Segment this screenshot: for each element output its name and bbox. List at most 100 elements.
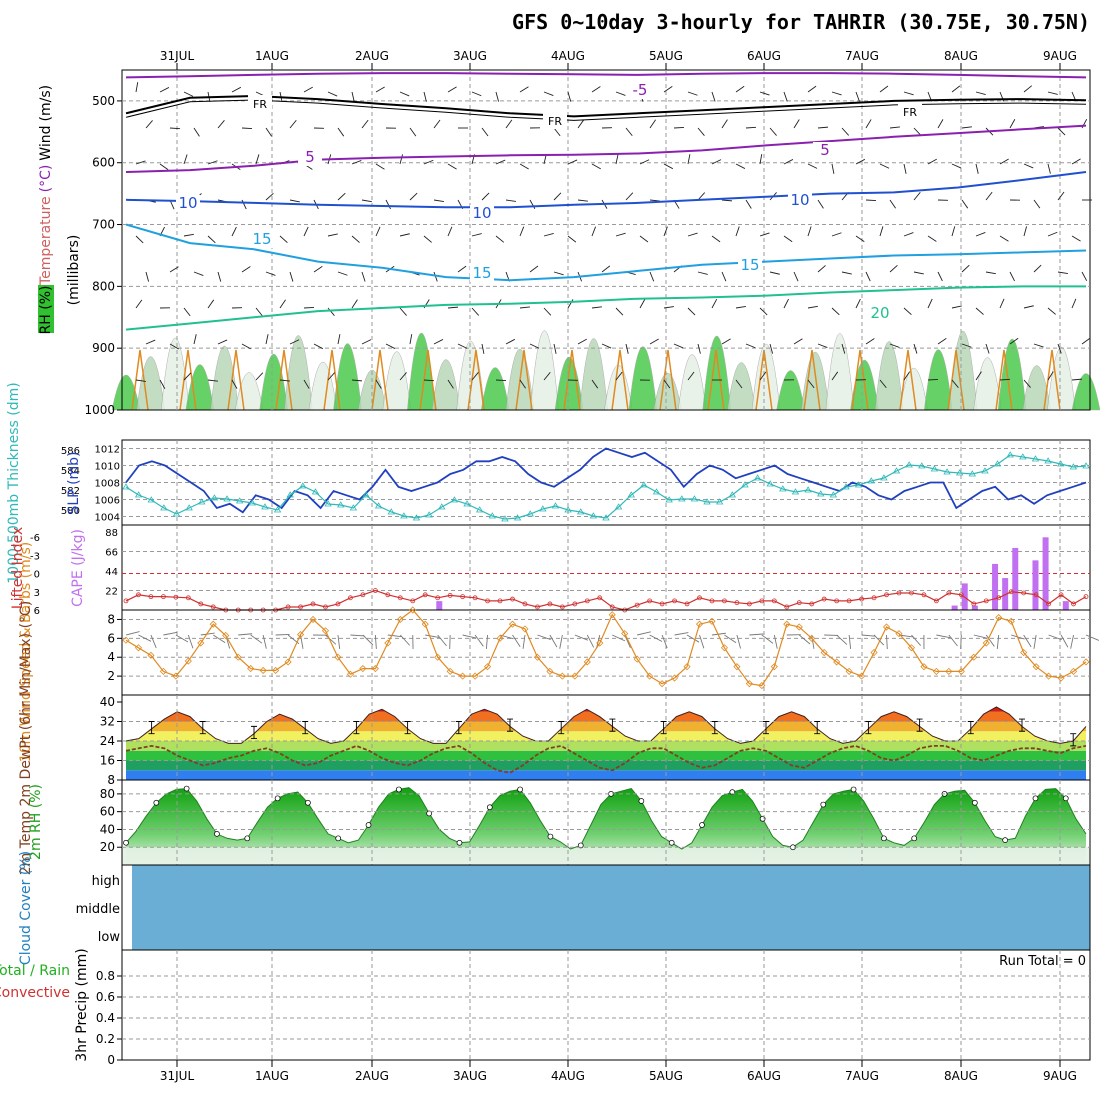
- wind-barb-1-6: [290, 120, 296, 128]
- wind-barb-1-2: [194, 128, 199, 136]
- wind-barb-0-32: [904, 92, 914, 95]
- surface-barb-9: [238, 634, 252, 635]
- wind-barb-1-21: [650, 120, 656, 128]
- rh-cell-4: [210, 346, 238, 410]
- surface-barb-46: [700, 635, 704, 648]
- surface-barb-72: [1024, 635, 1031, 647]
- wind-barb-1-9: [362, 120, 368, 128]
- cape-tick-3: 88: [105, 528, 118, 539]
- lifted-tick-3: 3: [34, 588, 40, 599]
- wind-barb-1-17: [554, 128, 560, 136]
- date-bottom-label-7: 7AUG: [845, 1069, 879, 1083]
- wind-barb-0-13: [448, 87, 457, 92]
- rh-cell-36: [998, 339, 1026, 410]
- cloud-axis-label-part-0: Cloud Cover (%): [18, 851, 34, 965]
- wind-barb-4-17: [544, 233, 554, 236]
- rh-cell-25: [727, 363, 755, 411]
- wind-barb-1-27: [794, 120, 799, 128]
- surface-barb-0: [126, 632, 140, 635]
- wind-barb-6-28: [808, 306, 818, 308]
- pressure-tick-label-3: 800: [92, 279, 115, 293]
- rh-cell-21: [629, 347, 657, 411]
- lifted-line: [126, 591, 1086, 611]
- wind-barb-6-0: [136, 300, 142, 308]
- wind-barb-1-29: [842, 128, 849, 135]
- wind-barb-3-24: [722, 200, 732, 201]
- precip-tick-label-3: 0.6: [96, 990, 115, 1004]
- wind-barb-4-20: [616, 233, 626, 236]
- lifted-tick-4: 6: [34, 606, 40, 617]
- wind-barb-3-15: [506, 200, 516, 201]
- date-top-label-1: 1AUG: [255, 49, 289, 63]
- pressure-axis-label-part-0: (millibars): [66, 235, 82, 306]
- temp-tick-label-1: 16: [100, 754, 115, 768]
- temp-band-5: [122, 722, 1090, 732]
- contour-label-11: 15: [740, 256, 759, 274]
- wind-barb-0-24: [712, 92, 715, 102]
- contour-label-12: 20: [870, 304, 889, 322]
- rh-tick-label-2: 60: [100, 805, 115, 819]
- lifted-tick-2: 0: [34, 570, 40, 581]
- wind-barb-5-38: [1058, 272, 1068, 274]
- wind-speed-line: [126, 610, 1086, 686]
- temp-band-7: [122, 702, 1090, 712]
- pressure-tick-label-0: 500: [92, 94, 115, 108]
- cape-bar-0: [436, 601, 442, 610]
- wind-barb-1-26: [770, 128, 777, 136]
- wind-barb-0-8: [328, 92, 337, 96]
- wind-barb-6-5: [256, 308, 262, 316]
- wind-barb-2-37: [1024, 164, 1033, 168]
- date-top-label-3: 3AUG: [453, 49, 487, 63]
- wind-barb-6-13: [448, 307, 458, 308]
- slp-tick-0: 1004: [95, 513, 120, 524]
- surface-barb-48: [724, 635, 736, 643]
- rh-point-42: [548, 834, 553, 839]
- contour-label-6: 10: [178, 194, 197, 212]
- rh-base: [122, 847, 1090, 865]
- wind-barb-4-39: [1072, 236, 1081, 241]
- wind-barb-6-14: [472, 308, 479, 315]
- surface-barb-27: [463, 635, 477, 638]
- cape-tick-1: 44: [105, 567, 118, 578]
- pressure-tick-label-2: 700: [92, 218, 115, 232]
- surface-barb-33: [537, 635, 550, 640]
- temp-band-3: [122, 741, 1090, 751]
- date-top-label-5: 5AUG: [649, 49, 683, 63]
- wind-barb-6-23: [688, 308, 695, 315]
- wind-barb-5-31: [890, 265, 897, 272]
- wind-barb-3-12: [434, 200, 444, 202]
- rh-cell-14: [457, 341, 485, 410]
- surface-barb-1: [138, 635, 150, 641]
- wind-barb-5-13: [458, 266, 466, 272]
- wind-barb-4-31: [880, 226, 883, 236]
- wind-barb-4-37: [1024, 226, 1027, 236]
- contour-label-7: 10: [472, 204, 491, 222]
- slp-line: [126, 449, 1086, 513]
- wind-barb-5-4: [242, 267, 250, 272]
- rh-point-87: [1003, 838, 1008, 843]
- surface-barb-66: [949, 635, 958, 646]
- rh-point-33: [457, 840, 462, 845]
- wind-barb-2-15: [496, 160, 505, 164]
- wind-barb-7-23: [698, 344, 700, 354]
- wind-barb-5-33: [938, 272, 942, 281]
- wind-barb-2-10: [376, 164, 384, 169]
- wind-barb-1-31: [890, 127, 900, 128]
- wind-barb-4-0: [136, 236, 143, 243]
- surface-barb-50: [749, 634, 763, 635]
- wind-barb-1-0: [146, 120, 153, 128]
- wind-barb-5-28: [818, 265, 826, 272]
- pressure-tick-label-4: 900: [92, 341, 115, 355]
- page-title: GFS 0~10day 3-hourly for TAHRIR (30.75E,…: [300, 10, 1090, 34]
- wind-barb-1-11: [410, 128, 416, 136]
- wind-barb-7-25: [746, 344, 755, 348]
- wind-barb-8-5: [256, 373, 263, 380]
- wind-barb-7-12: [434, 339, 443, 344]
- precip-axis-label: 3hr Precip (mm): [74, 948, 90, 1061]
- temp-band-4: [122, 731, 1090, 741]
- surface-barb-17: [338, 635, 340, 649]
- contour-label-2: FR: [903, 106, 917, 119]
